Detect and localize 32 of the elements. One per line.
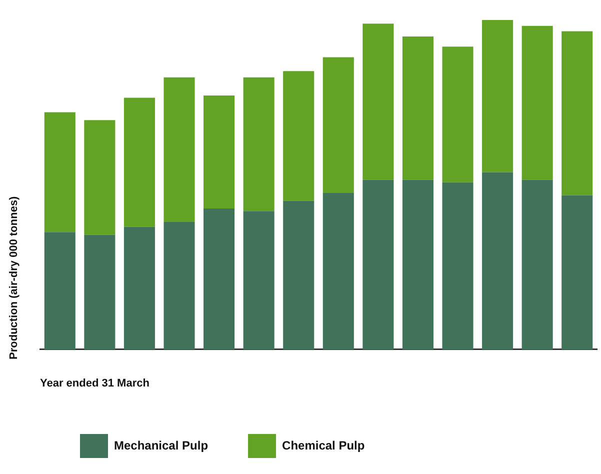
bar <box>562 31 593 196</box>
bar <box>283 200 314 350</box>
bar <box>124 98 155 227</box>
bar <box>44 232 76 350</box>
bar <box>204 95 235 208</box>
bar <box>84 120 116 235</box>
bar <box>362 24 394 180</box>
bar <box>402 180 434 350</box>
bar <box>482 20 514 172</box>
bar <box>522 26 553 180</box>
bar <box>204 208 235 350</box>
bar <box>124 226 155 350</box>
bar <box>362 180 394 350</box>
y-axis-title: Production (air-dry 000 tonnes) <box>8 196 20 360</box>
legend-label: Mechanical Pulp <box>114 438 208 452</box>
bar <box>164 222 195 350</box>
bar <box>283 71 314 201</box>
bar <box>442 46 474 182</box>
bar <box>84 234 116 350</box>
bar <box>322 57 354 193</box>
bar <box>44 112 76 232</box>
x-axis-title: Year ended 31 March <box>40 377 150 390</box>
bar <box>442 182 474 350</box>
bar <box>243 211 274 350</box>
legend-label: Chemical Pulp <box>282 438 365 452</box>
bar <box>522 180 553 350</box>
bar <box>482 172 514 350</box>
bar <box>402 36 434 180</box>
bar <box>243 77 274 212</box>
bar <box>322 192 354 350</box>
bar <box>164 77 195 222</box>
bar <box>562 195 593 350</box>
